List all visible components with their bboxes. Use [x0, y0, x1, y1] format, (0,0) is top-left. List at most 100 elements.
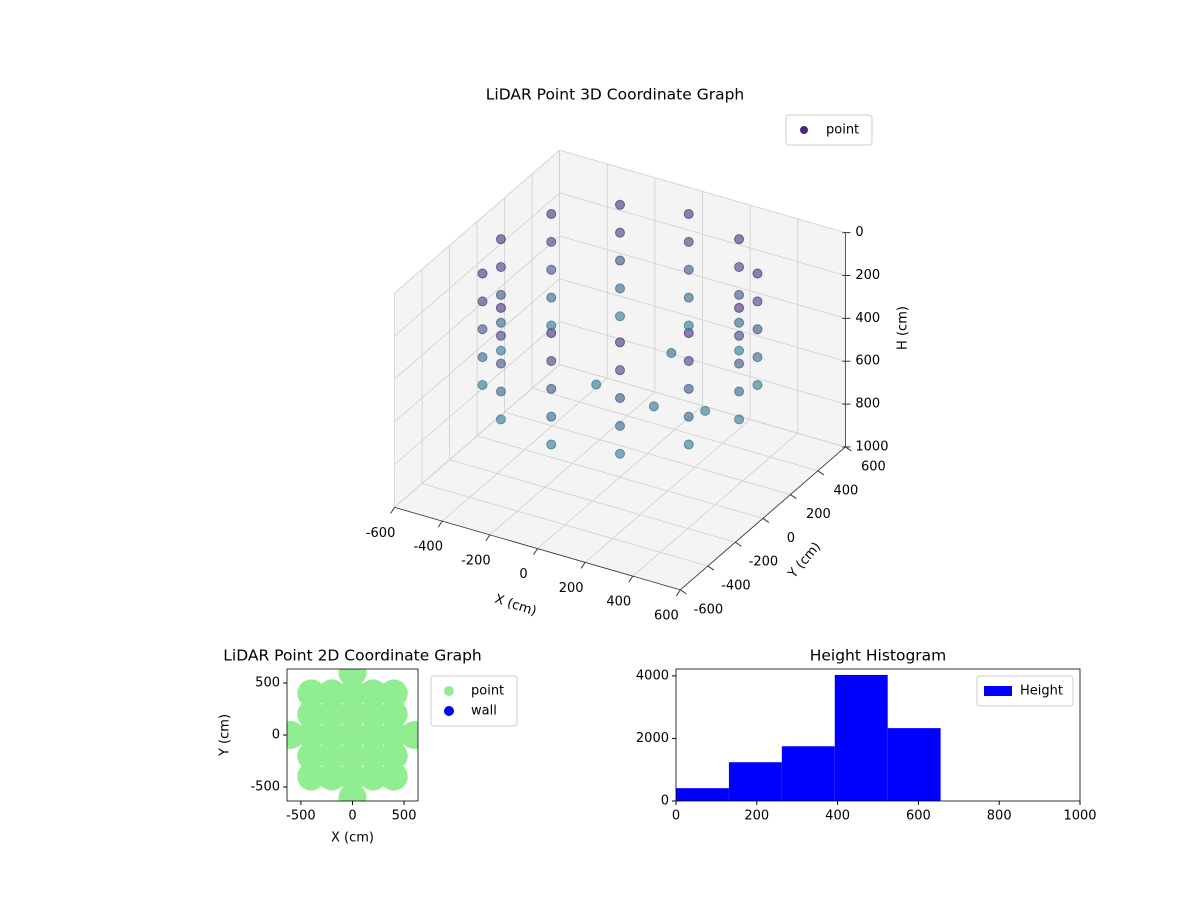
- grid-line: [559, 321, 846, 405]
- bar: [887, 728, 941, 801]
- x-axis-label: X (cm): [331, 831, 374, 846]
- point: [734, 302, 745, 313]
- grid-line: [559, 278, 846, 362]
- point: [317, 679, 346, 708]
- point: [359, 762, 388, 791]
- point: [734, 317, 745, 328]
- point: [379, 741, 408, 770]
- legend-box: [785, 114, 873, 146]
- grid-line: [559, 192, 846, 276]
- y-tick-label: -500: [250, 779, 280, 794]
- point: [546, 355, 557, 366]
- point: [734, 262, 745, 273]
- y-tick: [817, 470, 825, 476]
- point: [546, 383, 557, 394]
- x-tick: [533, 548, 538, 555]
- point: [477, 268, 488, 279]
- point: [683, 355, 694, 366]
- point: [495, 317, 506, 328]
- bar: [781, 746, 835, 801]
- point: [359, 700, 388, 729]
- point: [338, 700, 367, 729]
- x-tick-label: 600: [906, 809, 931, 824]
- point: [495, 386, 506, 397]
- point: [591, 379, 602, 390]
- grid-line: [559, 364, 846, 448]
- point: [495, 345, 506, 356]
- grid-line: [394, 278, 560, 422]
- legend-marker: [444, 706, 454, 716]
- grid-line: [559, 235, 846, 319]
- point: [734, 234, 745, 245]
- point: [615, 337, 625, 348]
- x-tick-label: 200: [744, 809, 769, 824]
- point: [734, 358, 745, 369]
- y-tick: [762, 518, 770, 523]
- y-tick: [790, 494, 797, 500]
- x-tick-label: 400: [606, 595, 631, 610]
- point: [379, 679, 408, 708]
- y-tick-label: -400: [721, 579, 751, 594]
- point: [683, 411, 694, 422]
- point: [752, 380, 763, 391]
- z-tick-label: 0: [855, 225, 863, 240]
- y-tick-label: 600: [861, 459, 886, 474]
- point: [477, 324, 488, 335]
- x-tick-label: 0: [672, 809, 680, 824]
- legend-label: Height: [1020, 684, 1063, 699]
- point: [615, 393, 625, 404]
- point: [477, 296, 488, 307]
- point: [495, 330, 506, 341]
- chart-title: LiDAR Point 2D Coordinate Graph: [223, 647, 481, 665]
- legend-swatch: [984, 686, 1012, 696]
- point: [734, 330, 745, 341]
- point: [734, 414, 745, 425]
- grid-line: [394, 235, 560, 380]
- grid-line: [394, 192, 560, 337]
- grid-line: [394, 321, 560, 465]
- point: [683, 236, 694, 247]
- legend-marker: [444, 686, 454, 696]
- x-tick-label: 0: [519, 567, 527, 582]
- point: [683, 209, 694, 220]
- point: [666, 348, 677, 359]
- y-tick-label: 4000: [636, 668, 669, 683]
- x-tick-label: 1000: [1063, 809, 1096, 824]
- point: [495, 262, 506, 273]
- bar: [676, 788, 729, 801]
- point: [615, 365, 625, 376]
- point: [477, 380, 488, 391]
- point: [338, 679, 367, 708]
- z-tick-label: 1000: [855, 439, 888, 454]
- point: [683, 264, 694, 275]
- x-tick: [580, 562, 586, 569]
- point: [734, 289, 745, 300]
- bar: [834, 674, 888, 801]
- chart-title: Height Histogram: [810, 647, 947, 665]
- grid-line: [449, 459, 736, 543]
- x-tick-label: -200: [461, 553, 491, 568]
- x-tick-label: -500: [286, 809, 316, 824]
- point: [359, 679, 388, 708]
- z-tick-label: 200: [855, 268, 880, 283]
- y-tick-label: 0: [787, 531, 795, 546]
- y-axis-label: Y (cm): [218, 714, 233, 757]
- y-tick: [707, 565, 715, 571]
- legend-label: wall: [471, 704, 497, 719]
- x-tick-label: 400: [825, 809, 850, 824]
- grid-line: [531, 387, 819, 472]
- legend-marker: [800, 126, 808, 134]
- z-tick-label: 800: [855, 397, 880, 412]
- grid-line: [394, 364, 560, 508]
- point: [683, 292, 694, 303]
- z-tick-label: 400: [855, 311, 880, 326]
- y-tick: [845, 446, 852, 452]
- point: [683, 320, 694, 331]
- grid-line: [394, 149, 560, 294]
- point: [297, 741, 326, 770]
- axes-frame: [675, 668, 1081, 802]
- point: [495, 234, 506, 245]
- point: [338, 669, 367, 687]
- y-tick-label: 500: [255, 676, 280, 691]
- point: [546, 292, 557, 303]
